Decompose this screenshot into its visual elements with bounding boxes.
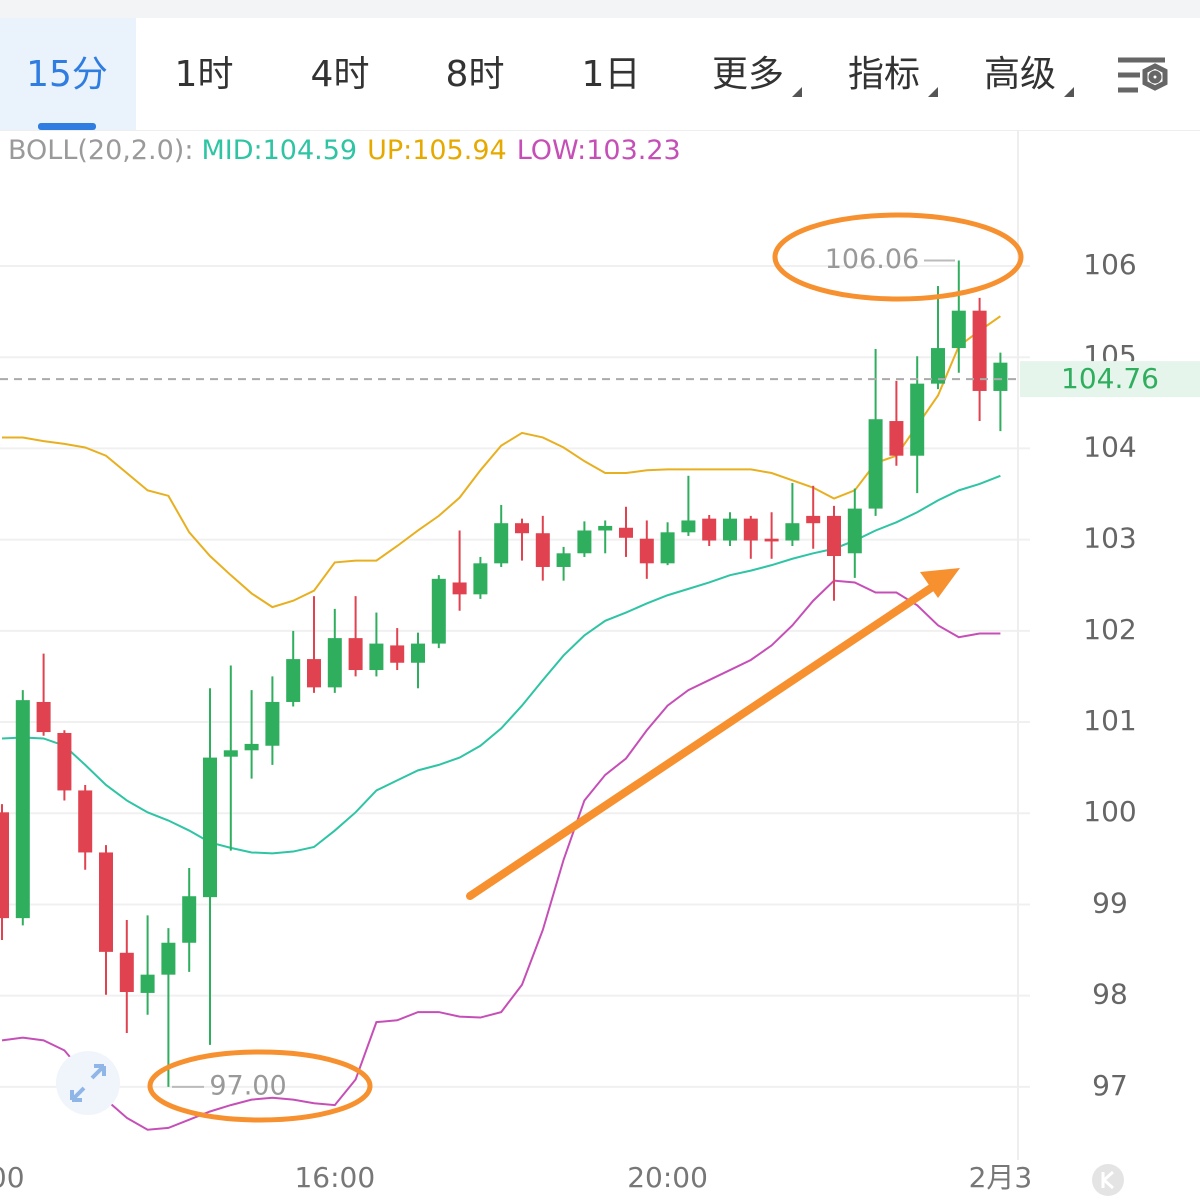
candle-body xyxy=(411,643,425,663)
tab[interactable]: 更多 xyxy=(712,54,784,95)
current-price-label: 104.76 xyxy=(1061,362,1159,395)
high-label: 106.06 xyxy=(825,244,919,275)
plot xyxy=(0,260,1030,1131)
x-tick-label: :00 xyxy=(0,1161,25,1194)
indicator-value: MID:104.59 xyxy=(201,135,357,166)
x-tick-label: 16:00 xyxy=(294,1161,375,1194)
candle-body xyxy=(369,643,384,671)
candle-body xyxy=(764,538,779,542)
k-button[interactable] xyxy=(1092,1164,1124,1196)
candle-body xyxy=(743,518,758,541)
candle-body xyxy=(535,533,550,567)
indicator-legend: BOLL(20,2.0): MID:104.59 UP:105.94 LOW:103.… xyxy=(8,135,681,166)
dropdown-caret xyxy=(928,87,938,97)
candle-body xyxy=(993,362,1008,391)
settings-icon[interactable] xyxy=(1118,57,1168,93)
candle-body xyxy=(203,757,217,898)
candle-body xyxy=(515,523,529,534)
candle-body xyxy=(286,659,301,702)
candle-body xyxy=(556,553,571,567)
current-price-tag xyxy=(1020,361,1200,398)
y-tick-label: 103 xyxy=(1083,522,1136,555)
candle-body xyxy=(494,523,509,564)
boll-line xyxy=(2,315,1001,609)
candle-body xyxy=(889,421,904,456)
candle-body xyxy=(119,952,134,993)
boll-line xyxy=(1,579,1001,1131)
candle-body xyxy=(598,525,613,531)
candle-body xyxy=(15,700,30,919)
expand-icon[interactable] xyxy=(56,1051,120,1115)
candle-body xyxy=(182,896,197,943)
candle-body xyxy=(431,578,446,644)
candle-body xyxy=(57,732,72,791)
candle-body xyxy=(681,520,696,533)
low-label: 97.00 xyxy=(209,1070,286,1101)
candle-body xyxy=(972,310,987,391)
candle-body xyxy=(577,530,592,554)
candle-body xyxy=(140,974,155,993)
candle-body xyxy=(78,790,93,853)
candle-body xyxy=(806,515,821,524)
candle-body xyxy=(702,518,717,541)
candle-body xyxy=(910,383,925,456)
dropdown-caret xyxy=(1064,87,1074,97)
candle-body xyxy=(847,508,862,554)
tab[interactable]: 高级 xyxy=(984,54,1056,95)
candle-body xyxy=(473,563,488,595)
dropdown-caret xyxy=(792,87,802,97)
candle-body xyxy=(0,812,9,919)
x-tick-label: 20:00 xyxy=(627,1161,708,1194)
indicator-value: UP:105.94 xyxy=(367,135,507,166)
status-strip xyxy=(0,0,1200,18)
candle-body xyxy=(868,419,883,509)
y-tick-label: 100 xyxy=(1083,795,1136,828)
y-tick-label: 97 xyxy=(1092,1069,1128,1102)
candle-body xyxy=(619,527,633,538)
candle-body xyxy=(951,310,966,349)
annotation-drawing xyxy=(147,212,1024,1123)
tab[interactable]: 1日 xyxy=(582,54,641,95)
candle-body xyxy=(348,638,363,671)
candle-body xyxy=(390,645,405,663)
tab[interactable]: 1时 xyxy=(175,54,234,95)
y-tick-label: 102 xyxy=(1083,613,1136,646)
tab[interactable]: 4时 xyxy=(311,54,370,95)
candle-body xyxy=(827,515,841,557)
candle-body xyxy=(99,852,113,952)
candle-body xyxy=(36,701,51,733)
candle-body xyxy=(785,523,800,541)
candle-body xyxy=(307,659,321,688)
toolbar-divider xyxy=(0,130,1200,131)
tab-underline xyxy=(38,123,96,130)
candle-body xyxy=(723,518,737,541)
tab[interactable]: 8时 xyxy=(446,54,505,95)
candle-body xyxy=(327,638,342,688)
candle-body xyxy=(660,532,675,564)
candle-body xyxy=(265,701,280,746)
candle-body xyxy=(244,743,259,751)
indicator-label: BOLL(20,2.0): xyxy=(8,135,193,166)
tab-selected-bg xyxy=(0,18,136,130)
candle-body xyxy=(223,750,238,757)
y-tick-label: 98 xyxy=(1092,978,1128,1011)
tab[interactable]: 指标 xyxy=(848,54,920,95)
candle-body xyxy=(452,582,467,595)
y-tick-label: 106 xyxy=(1083,248,1136,281)
x-tick-label: 2月3 xyxy=(969,1161,1033,1194)
y-tick-label: 104 xyxy=(1083,430,1136,463)
tab[interactable]: 15分 xyxy=(26,54,108,95)
indicator-value: LOW:103.23 xyxy=(517,135,681,166)
candle-body xyxy=(931,348,945,384)
y-tick-label: 99 xyxy=(1092,886,1128,919)
candle-body xyxy=(161,942,176,975)
candle-body xyxy=(639,538,654,564)
y-tick-label: 101 xyxy=(1083,704,1136,737)
timeframe-tabs: 15分 1时 4时 8时 1日 更多 指标 高级 xyxy=(0,18,1074,130)
